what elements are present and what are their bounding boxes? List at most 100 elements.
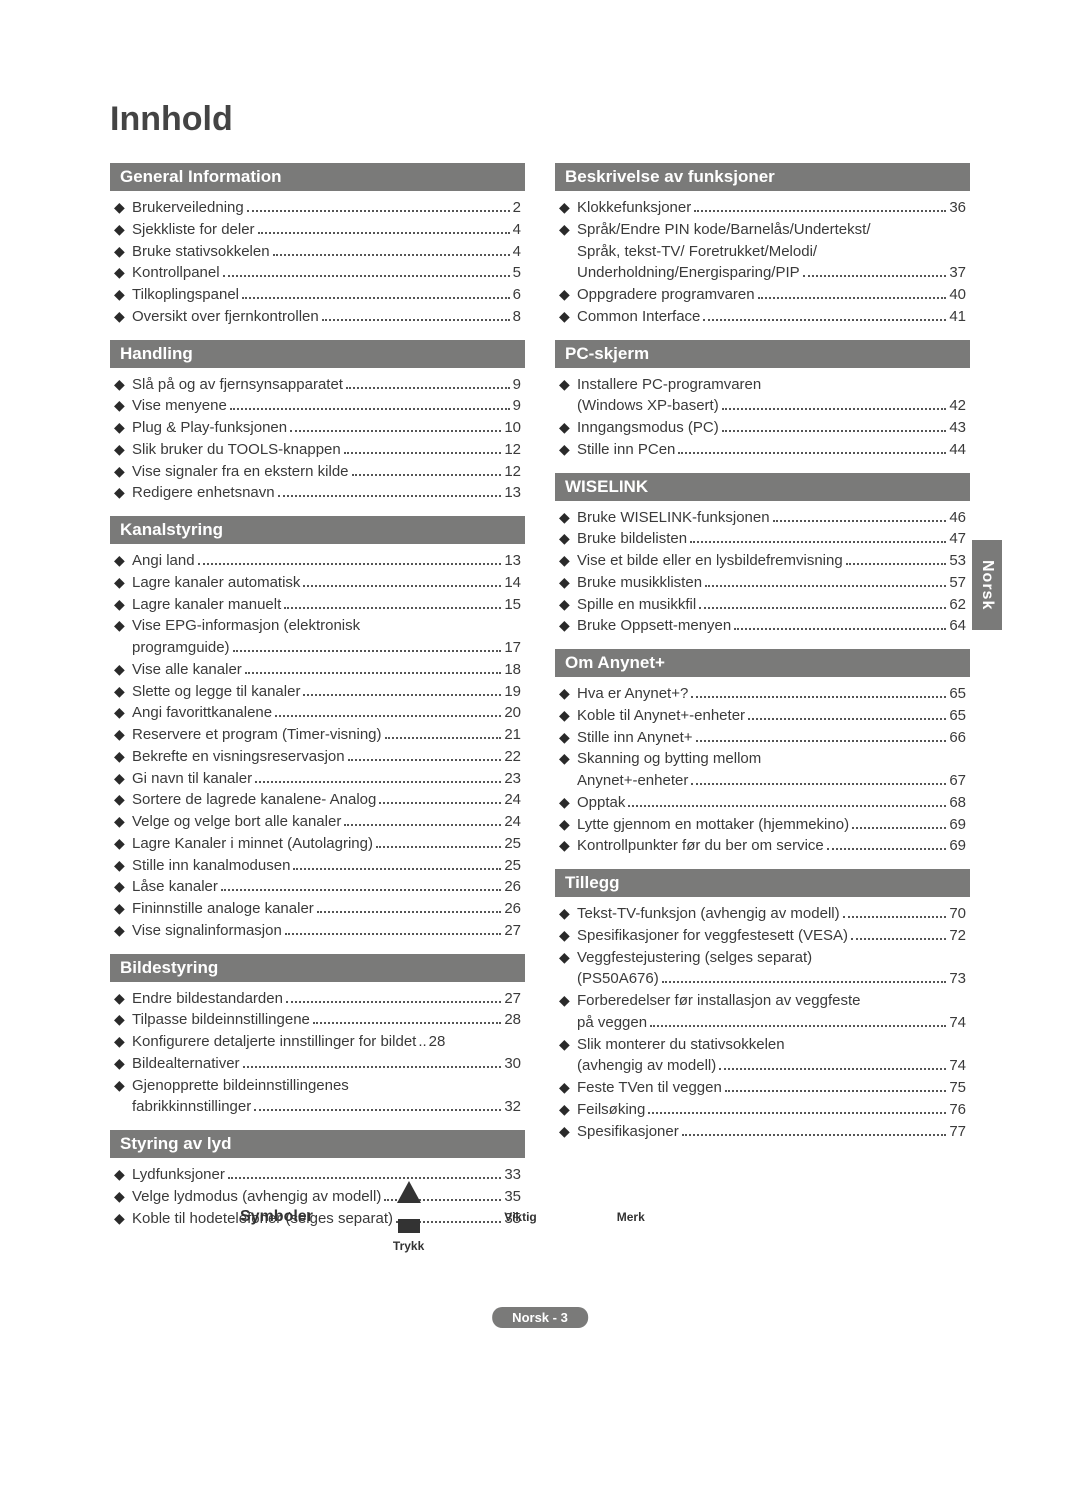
toc-label: Feste TVen til veggen bbox=[577, 1077, 722, 1099]
diamond-icon: ◆ bbox=[114, 572, 132, 592]
toc-label: Bekrefte en visningsreservasjon bbox=[132, 746, 345, 768]
toc-label: Angi land bbox=[132, 550, 195, 572]
toc-page: 70 bbox=[949, 903, 966, 925]
toc-page: 5 bbox=[513, 262, 521, 284]
toc-page: 53 bbox=[949, 550, 966, 572]
toc-list: ◆Tekst-TV-funksjon (avhengig av modell)7… bbox=[555, 903, 970, 1148]
toc-label: Koble til Anynet+-enheter bbox=[577, 705, 745, 727]
leader-dots bbox=[258, 232, 510, 234]
square-icon bbox=[398, 1219, 420, 1233]
toc-item: ◆Kontrollpunkter før du ber om service69 bbox=[559, 835, 966, 857]
toc-label: Stille inn PCen bbox=[577, 439, 675, 461]
toc-item: ◆Velge og velge bort alle kanaler24 bbox=[114, 811, 521, 833]
toc-item: ◆Brukerveiledning2 bbox=[114, 197, 521, 219]
leader-dots bbox=[273, 254, 510, 256]
diamond-icon: ◆ bbox=[559, 727, 577, 747]
toc-list: ◆Klokkefunksjoner36◆Språk/Endre PIN kode… bbox=[555, 197, 970, 334]
toc-item: ◆Oppgradere programvaren40 bbox=[559, 284, 966, 306]
toc-label: Installere PC-programvaren bbox=[577, 374, 761, 396]
diamond-icon: ◆ bbox=[114, 746, 132, 766]
toc-label: Lagre kanaler manuelt bbox=[132, 594, 281, 616]
toc-item: ◆Spesifikasjoner77 bbox=[559, 1121, 966, 1143]
leader-dots bbox=[223, 275, 510, 277]
toc-section: WISELINK◆Bruke WISELINK-funksjonen46◆Bru… bbox=[555, 473, 970, 644]
diamond-icon: ◆ bbox=[114, 789, 132, 809]
toc-label: Fininnstille analoge kanaler bbox=[132, 898, 314, 920]
toc-label: Stille inn kanalmodusen bbox=[132, 855, 290, 877]
symbol-note: Merk bbox=[617, 1210, 645, 1224]
section-header: Kanalstyring bbox=[110, 516, 525, 544]
leader-dots bbox=[758, 297, 947, 299]
diamond-icon: ◆ bbox=[114, 1031, 132, 1051]
leader-dots bbox=[648, 1112, 946, 1114]
toc-label: Anynet+-enheter bbox=[577, 770, 688, 792]
section-header: Styring av lyd bbox=[110, 1130, 525, 1158]
toc-label: Språk/Endre PIN kode/Barnelås/Undertekst… bbox=[577, 219, 870, 241]
toc-page: 9 bbox=[513, 395, 521, 417]
toc-list: ◆Brukerveiledning2◆Sjekkliste for deler4… bbox=[110, 197, 525, 334]
toc-page: 75 bbox=[949, 1077, 966, 1099]
toc-item: ◆Slik bruker du TOOLS-knappen12 bbox=[114, 439, 521, 461]
toc-item: ◆Sortere de lagrede kanalene- Analog24 bbox=[114, 789, 521, 811]
toc-page: 43 bbox=[949, 417, 966, 439]
diamond-icon: ◆ bbox=[114, 439, 132, 459]
toc-section: Bildestyring◆Endre bildestandarden27◆Til… bbox=[110, 954, 525, 1125]
leader-dots bbox=[748, 718, 946, 720]
section-header: Om Anynet+ bbox=[555, 649, 970, 677]
toc-page: 4 bbox=[513, 241, 521, 263]
toc-item: ◆Slik monterer du stativsokkelen bbox=[559, 1034, 966, 1056]
toc-page: 20 bbox=[504, 702, 521, 724]
toc-list: ◆Hva er Anynet+?65◆Koble til Anynet+-enh… bbox=[555, 683, 970, 863]
toc-item: ◆Gjenopprette bildeinnstillingenes bbox=[114, 1075, 521, 1097]
toc-label: Brukerveiledning bbox=[132, 197, 244, 219]
toc-label: på veggen bbox=[577, 1012, 647, 1034]
symbols-row: Symboler Trykk Viktig Merk bbox=[110, 1181, 970, 1253]
diamond-icon: ◆ bbox=[559, 903, 577, 923]
toc-page: 19 bbox=[504, 681, 521, 703]
toc-page: 26 bbox=[504, 898, 521, 920]
symbol-caption: Merk bbox=[617, 1210, 645, 1224]
toc-item: ◆Plug & Play-funksjonen10 bbox=[114, 417, 521, 439]
diamond-icon: ◆ bbox=[114, 855, 132, 875]
toc-page: 12 bbox=[504, 439, 521, 461]
toc-page: 69 bbox=[949, 814, 966, 836]
toc-section: Om Anynet+◆Hva er Anynet+?65◆Koble til A… bbox=[555, 649, 970, 863]
toc-item: ◆Lagre Kanaler i minnet (Autolagring)25 bbox=[114, 833, 521, 855]
section-header: General Information bbox=[110, 163, 525, 191]
toc-list: ◆Installere PC-programvaren(Windows XP-b… bbox=[555, 374, 970, 467]
toc-page: 74 bbox=[949, 1012, 966, 1034]
toc-label: Vise signalinformasjon bbox=[132, 920, 282, 942]
leader-dots bbox=[691, 696, 946, 698]
toc-page: 14 bbox=[504, 572, 521, 594]
leader-dots bbox=[385, 737, 502, 739]
leader-dots bbox=[322, 319, 510, 321]
toc-item: ◆Stille inn PCen44 bbox=[559, 439, 966, 461]
toc-page: 2 bbox=[513, 197, 521, 219]
diamond-icon: ◆ bbox=[559, 284, 577, 304]
diamond-icon: ◆ bbox=[114, 659, 132, 679]
diamond-icon: ◆ bbox=[559, 792, 577, 812]
leader-dots bbox=[803, 275, 947, 277]
toc-item: ◆Tilpasse bildeinnstillingene28 bbox=[114, 1009, 521, 1031]
toc-label: Vise menyene bbox=[132, 395, 227, 417]
toc-item: ◆Bruke musikklisten57 bbox=[559, 572, 966, 594]
toc-page: 27 bbox=[504, 988, 521, 1010]
toc-item: ◆Lytte gjennom en mottaker (hjemmekino)6… bbox=[559, 814, 966, 836]
diamond-icon: ◆ bbox=[559, 748, 577, 768]
diamond-icon: ◆ bbox=[559, 417, 577, 437]
leader-dots bbox=[285, 933, 502, 935]
toc-label: Bruke stativsokkelen bbox=[132, 241, 270, 263]
diamond-icon: ◆ bbox=[114, 1075, 132, 1095]
toc-label: Bruke Oppsett-menyen bbox=[577, 615, 731, 637]
toc-label: Slette og legge til kanaler bbox=[132, 681, 300, 703]
toc-label: Common Interface bbox=[577, 306, 700, 328]
toc-item: ◆Hva er Anynet+?65 bbox=[559, 683, 966, 705]
toc-page: 9 bbox=[513, 374, 521, 396]
toc-page: 64 bbox=[949, 615, 966, 637]
toc-page: 25 bbox=[504, 855, 521, 877]
toc-page: 18 bbox=[504, 659, 521, 681]
leader-dots bbox=[284, 607, 501, 609]
toc-page: 26 bbox=[504, 876, 521, 898]
toc-page: 44 bbox=[949, 439, 966, 461]
toc-label: programguide) bbox=[132, 637, 230, 659]
